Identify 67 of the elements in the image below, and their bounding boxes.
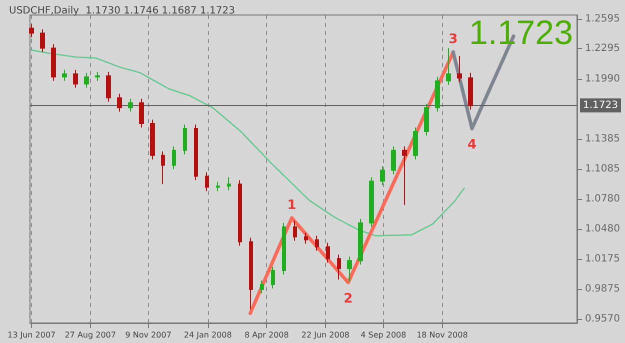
candlestick <box>391 146 396 175</box>
candlestick <box>62 69 67 82</box>
candlestick <box>238 180 242 246</box>
candlestick <box>84 72 89 88</box>
y-tick-label: 1.2295 <box>585 43 620 54</box>
annotation: 1.1723 <box>469 14 574 52</box>
candlestick <box>150 119 155 160</box>
y-tick-label: 1.0780 <box>585 194 620 205</box>
y-tick-label: 0.9570 <box>585 314 620 325</box>
y-tick-label: 1.1085 <box>585 163 620 174</box>
candlestick <box>424 103 429 136</box>
candlestick <box>40 28 45 53</box>
x-tick-label: 18 Nov 2008 <box>416 330 468 340</box>
candlestick <box>446 48 451 86</box>
annotation: 2 <box>344 291 353 306</box>
candlestick <box>260 280 264 294</box>
candlestick <box>205 172 209 192</box>
candlestick <box>183 124 187 155</box>
candlestick <box>468 72 473 110</box>
candlestick <box>304 232 308 244</box>
candlestick <box>380 166 385 186</box>
x-tick-label: 22 Jun 2008 <box>301 330 350 340</box>
x-tick-label: 27 Aug 2007 <box>64 330 116 340</box>
candlestick <box>117 93 122 112</box>
annotation: 4 <box>467 138 477 153</box>
candlestick <box>249 237 253 310</box>
candlestick <box>413 127 418 160</box>
y-tick-label: 1.2595 <box>585 13 620 24</box>
x-tick-label: 4 Sep 2008 <box>360 330 406 340</box>
y-tick-label: 1.1385 <box>585 133 620 144</box>
candlestick <box>194 124 198 181</box>
x-tick-label: 13 Jun 2007 <box>8 330 56 340</box>
candlestick <box>271 266 275 289</box>
candlestick <box>227 176 231 191</box>
candlestick <box>73 69 78 88</box>
ref-line-label: 1.1723 <box>583 100 618 111</box>
candlestick <box>161 150 165 185</box>
candlestick <box>282 222 286 276</box>
y-tick-label: 0.9875 <box>585 283 620 294</box>
candlestick <box>337 254 341 280</box>
candlestick <box>128 98 133 112</box>
candlestick <box>106 71 111 102</box>
candlestick <box>315 235 319 252</box>
y-tick-label: 1.0175 <box>585 254 620 265</box>
candlestick <box>139 98 144 128</box>
x-tick-label: 9 Nov 2007 <box>125 330 172 340</box>
candlestick <box>51 44 56 82</box>
candlestick <box>326 242 330 264</box>
candlestick <box>358 218 363 266</box>
candlestick <box>293 220 297 242</box>
line-series <box>30 49 465 236</box>
y-tick-label: 1.0480 <box>585 223 620 234</box>
candlestick <box>172 146 176 170</box>
x-tick-label: 8 Apr 2008 <box>244 330 289 340</box>
x-tick-label: 24 Jan 2008 <box>184 330 232 340</box>
candlestick <box>369 176 374 228</box>
annotation: 3 <box>448 32 458 48</box>
candlestick <box>457 56 462 82</box>
candlestick <box>347 256 352 282</box>
candlestick <box>216 182 220 192</box>
candlestick <box>402 146 407 206</box>
chart-title: USDCHF,Daily 1.1730 1.1746 1.1687 1.1723 <box>9 6 235 16</box>
candlestick <box>435 76 440 112</box>
annotation: 1 <box>287 198 296 213</box>
candlestick <box>95 71 100 82</box>
y-tick-label: 1.1990 <box>585 73 620 84</box>
candlestick <box>29 24 34 38</box>
